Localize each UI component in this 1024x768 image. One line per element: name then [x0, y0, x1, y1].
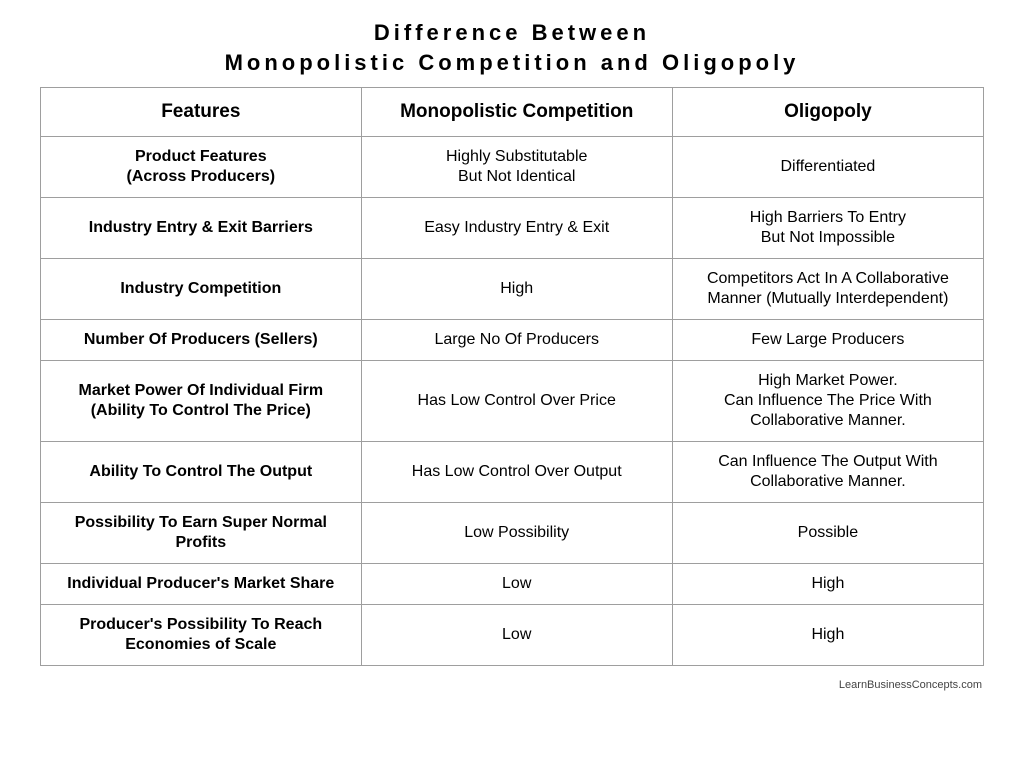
title-line-1: Difference Between [374, 20, 650, 45]
monopolistic-cell: Has Low Control Over Output [361, 442, 672, 503]
feature-cell: Product Features(Across Producers) [41, 137, 362, 198]
page-title: Difference Between Monopolistic Competit… [40, 18, 984, 77]
feature-cell: Industry Competition [41, 259, 362, 320]
table-header-row: Features Monopolistic Competition Oligop… [41, 88, 984, 137]
oligopoly-cell: Differentiated [672, 137, 983, 198]
col-header-oligopoly: Oligopoly [672, 88, 983, 137]
monopolistic-cell: Low Possibility [361, 503, 672, 564]
table-row: Industry CompetitionHighCompetitors Act … [41, 259, 984, 320]
feature-cell: Possibility To Earn Super Normal Profits [41, 503, 362, 564]
monopolistic-cell: Highly SubstitutableBut Not Identical [361, 137, 672, 198]
monopolistic-cell: High [361, 259, 672, 320]
table-row: Possibility To Earn Super Normal Profits… [41, 503, 984, 564]
oligopoly-cell: Competitors Act In A Collaborative Manne… [672, 259, 983, 320]
oligopoly-cell: Possible [672, 503, 983, 564]
source-credit: LearnBusinessConcepts.com [0, 676, 1024, 691]
monopolistic-cell: Low [361, 564, 672, 605]
monopolistic-cell: Has Low Control Over Price [361, 361, 672, 442]
feature-cell: Industry Entry & Exit Barriers [41, 198, 362, 259]
feature-cell: Ability To Control The Output [41, 442, 362, 503]
oligopoly-cell: Can Influence The Output With Collaborat… [672, 442, 983, 503]
table-body: Product Features(Across Producers)Highly… [41, 137, 984, 666]
col-header-monopolistic: Monopolistic Competition [361, 88, 672, 137]
oligopoly-cell: High [672, 605, 983, 666]
feature-cell: Individual Producer's Market Share [41, 564, 362, 605]
oligopoly-cell: High Barriers To EntryBut Not Impossible [672, 198, 983, 259]
feature-cell: Producer's Possibility To Reach Economie… [41, 605, 362, 666]
oligopoly-cell: High [672, 564, 983, 605]
monopolistic-cell: Easy Industry Entry & Exit [361, 198, 672, 259]
table-row: Number Of Producers (Sellers)Large No Of… [41, 320, 984, 361]
table-row: Producer's Possibility To Reach Economie… [41, 605, 984, 666]
col-header-features: Features [41, 88, 362, 137]
table-row: Individual Producer's Market ShareLowHig… [41, 564, 984, 605]
feature-cell: Number Of Producers (Sellers) [41, 320, 362, 361]
comparison-table: Features Monopolistic Competition Oligop… [40, 87, 984, 666]
monopolistic-cell: Low [361, 605, 672, 666]
table-row: Ability To Control The OutputHas Low Con… [41, 442, 984, 503]
title-line-2: Monopolistic Competition and Oligopoly [225, 50, 800, 75]
monopolistic-cell: Large No Of Producers [361, 320, 672, 361]
table-row: Industry Entry & Exit BarriersEasy Indus… [41, 198, 984, 259]
oligopoly-cell: Few Large Producers [672, 320, 983, 361]
table-row: Market Power Of Individual Firm(Ability … [41, 361, 984, 442]
feature-cell: Market Power Of Individual Firm(Ability … [41, 361, 362, 442]
oligopoly-cell: High Market Power.Can Influence The Pric… [672, 361, 983, 442]
table-row: Product Features(Across Producers)Highly… [41, 137, 984, 198]
page-wrap: Difference Between Monopolistic Competit… [0, 0, 1024, 676]
